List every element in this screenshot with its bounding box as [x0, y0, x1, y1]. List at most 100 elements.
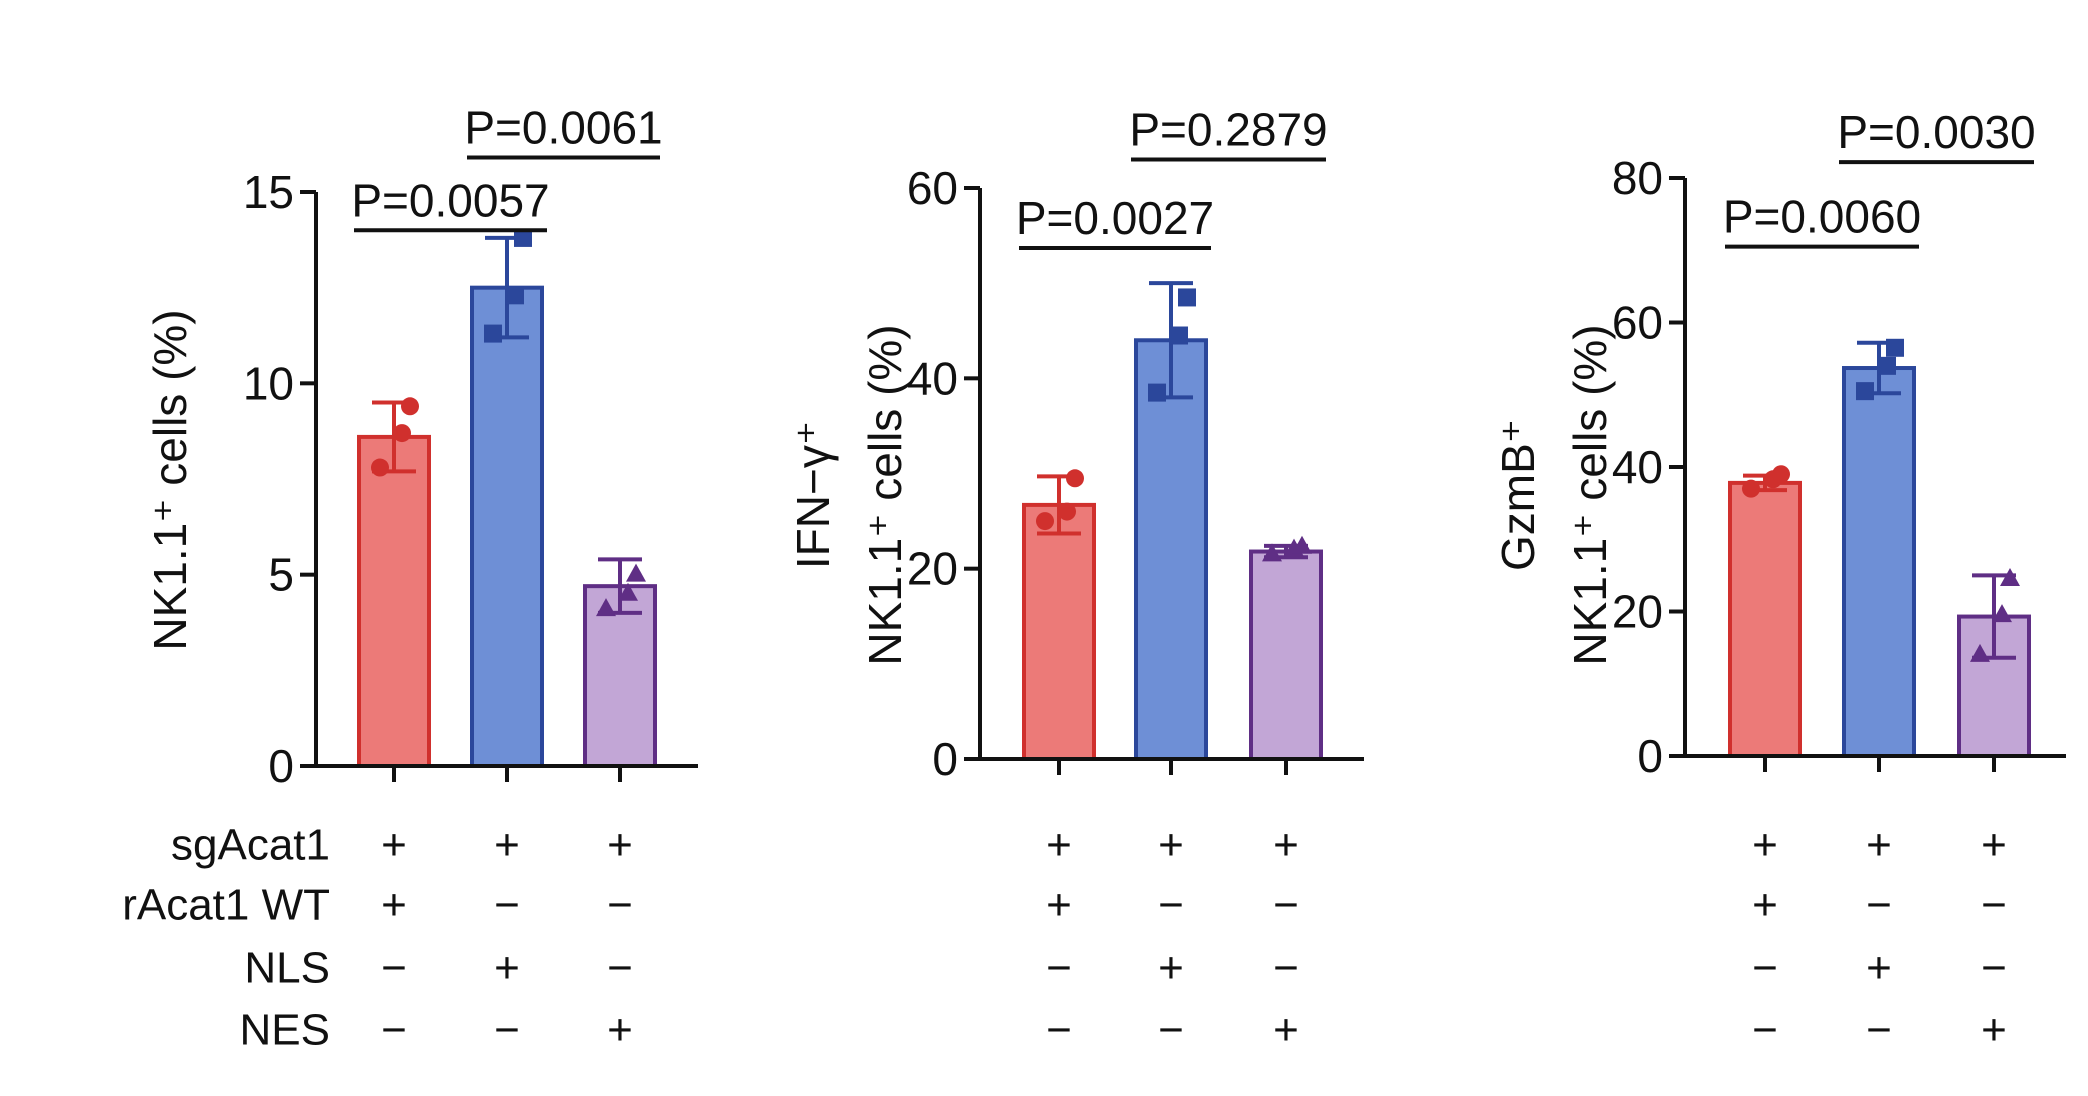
data-point: [484, 324, 502, 343]
data-point: [1878, 356, 1896, 375]
y-axis-label: GzmB⁺ NK1.1⁺ cells (%): [1492, 324, 1616, 665]
condition-sign: +: [1046, 881, 1072, 930]
data-point: [514, 228, 532, 247]
condition-sign: +: [1273, 1006, 1299, 1055]
condition-label: NES: [240, 1006, 330, 1055]
data-point: [1886, 338, 1904, 357]
data-point: [1970, 643, 1990, 662]
condition-sign: +: [607, 821, 633, 870]
y-tick-label: 0: [1637, 730, 1663, 782]
data-point: [506, 286, 524, 305]
data-point: [1066, 469, 1084, 488]
bar: [357, 434, 431, 768]
p-value-label: P=0.0030: [1837, 106, 2035, 158]
y-tick-label: 40: [1612, 441, 1663, 493]
y-tick-label: 20: [1612, 586, 1663, 638]
condition-sign: +: [1273, 821, 1299, 870]
condition-sign: −: [1273, 881, 1299, 930]
data-point: [1742, 479, 1760, 498]
data-point: [1036, 512, 1054, 531]
panel-1: 0 5 10 15 NK1.1⁺ cells (%) P=0.0057 P=0.0061 + +…: [144, 102, 698, 1055]
condition-sign: +: [1046, 821, 1072, 870]
data-point: [618, 582, 638, 601]
condition-sign: −: [1752, 1006, 1778, 1055]
data-point: [1856, 382, 1874, 401]
condition-label: NLS: [244, 944, 330, 993]
p-value-label: P=0.0027: [1016, 192, 1214, 244]
condition-sign: +: [1752, 821, 1778, 870]
data-point: [626, 563, 646, 582]
y-tick-label: 40: [907, 352, 958, 404]
bar: [1022, 502, 1096, 761]
condition-label: sgAcat1: [171, 821, 330, 870]
data-point: [1992, 604, 2012, 623]
condition-sign: +: [1158, 944, 1184, 993]
condition-sign: −: [1046, 1006, 1072, 1055]
y-tick-label: 0: [268, 740, 294, 792]
y-axis-label-line: NK1.1⁺ cells (%): [1564, 324, 1616, 665]
bar: [1728, 480, 1802, 758]
data-point: [371, 458, 389, 477]
condition-sign: +: [381, 881, 407, 930]
condition-sign: +: [381, 821, 407, 870]
data-point: [1262, 543, 1282, 562]
p-value-label: P=0.0057: [351, 174, 549, 226]
condition-sign: +: [1866, 821, 1892, 870]
y-axis-label-line: NK1.1⁺ cells (%): [859, 324, 911, 665]
condition-sign: +: [1158, 821, 1184, 870]
bar: [1134, 338, 1208, 761]
condition-label: rAcat1 WT: [122, 881, 330, 930]
y-tick-label: 15: [243, 166, 294, 218]
bar: [1842, 366, 1916, 758]
p-value-label: P=0.0061: [464, 102, 662, 154]
y-axis-label: NK1.1⁺ cells (%): [144, 309, 196, 650]
condition-sign: −: [381, 944, 407, 993]
panel-2: 0 20 40 60 IFN−γ⁺ NK1.1⁺ cells (%) P=0.0027 P=0…: [787, 103, 1364, 1055]
condition-sign: +: [1981, 1006, 2007, 1055]
y-axis-label-line: GzmB⁺: [1492, 419, 1544, 571]
data-point: [1170, 326, 1188, 345]
p-value-label: P=0.2879: [1129, 103, 1327, 155]
y-tick-label: 80: [1612, 152, 1663, 204]
panel-3: 0 20 40 60 80 GzmB⁺ NK1.1⁺ cells (%) P=0.0060 P=…: [1492, 106, 2066, 1055]
p-value-label: P=0.0060: [1723, 191, 1921, 243]
data-point: [596, 598, 616, 617]
y-tick-label: 60: [907, 162, 958, 214]
condition-sign: +: [607, 1006, 633, 1055]
condition-sign: −: [494, 881, 520, 930]
condition-sign: −: [494, 1006, 520, 1055]
condition-sign: +: [1866, 944, 1892, 993]
y-tick-label: 0: [932, 733, 958, 785]
condition-sign: −: [1981, 881, 2007, 930]
condition-sign: −: [381, 1006, 407, 1055]
condition-sign: −: [607, 881, 633, 930]
condition-sign: −: [1981, 944, 2007, 993]
data-point: [1292, 535, 1312, 554]
condition-sign: −: [607, 944, 633, 993]
condition-sign: −: [1866, 881, 1892, 930]
bar: [470, 285, 544, 768]
data-point: [1148, 383, 1166, 402]
data-point: [1772, 465, 1790, 484]
data-point: [1178, 288, 1196, 307]
data-point: [393, 424, 411, 443]
condition-sign: −: [1158, 881, 1184, 930]
data-point: [1058, 502, 1076, 521]
y-tick-label: 10: [243, 357, 294, 409]
y-tick-label: 20: [907, 543, 958, 595]
condition-sign: +: [494, 944, 520, 993]
data-point: [2000, 567, 2020, 586]
y-tick-label: 5: [268, 549, 294, 601]
condition-sign: +: [494, 821, 520, 870]
condition-sign: −: [1752, 944, 1778, 993]
bar: [1249, 549, 1323, 762]
condition-sign: −: [1273, 944, 1299, 993]
condition-sign: +: [1981, 821, 2007, 870]
y-axis-label-line: NK1.1⁺ cells (%): [144, 309, 196, 650]
y-axis-label-line: IFN−γ⁺: [787, 421, 839, 569]
y-tick-label: 60: [1612, 297, 1663, 349]
y-axis-label: IFN−γ⁺ NK1.1⁺ cells (%): [787, 324, 911, 665]
data-point: [401, 397, 419, 416]
condition-sign: −: [1866, 1006, 1892, 1055]
